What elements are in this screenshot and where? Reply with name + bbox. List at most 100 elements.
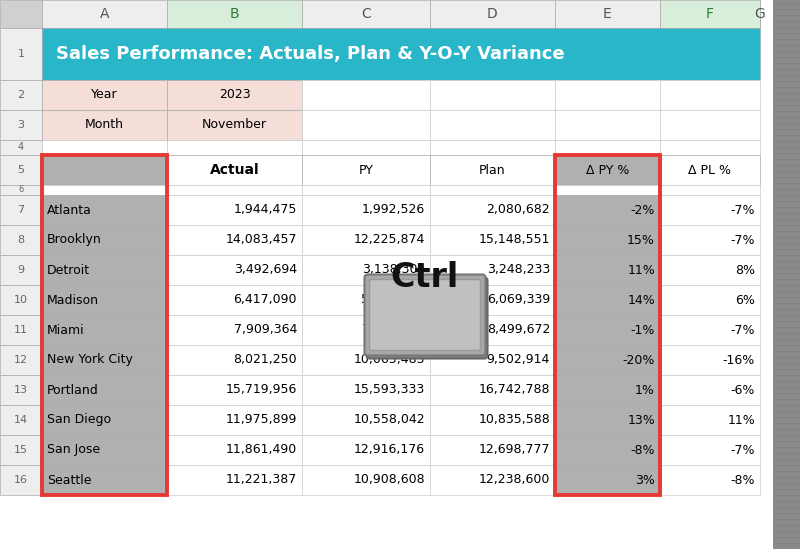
Text: 15%: 15% bbox=[627, 233, 655, 247]
Text: 6: 6 bbox=[18, 186, 24, 194]
Bar bbox=[0, 285, 42, 315]
Bar bbox=[0, 345, 42, 375]
Bar bbox=[660, 315, 760, 345]
Text: Month: Month bbox=[85, 119, 124, 132]
Text: 14: 14 bbox=[14, 415, 28, 425]
Text: 15: 15 bbox=[14, 445, 28, 455]
Bar bbox=[42, 110, 167, 140]
Bar bbox=[42, 405, 167, 435]
Bar bbox=[0, 435, 42, 465]
Text: 16,742,788: 16,742,788 bbox=[478, 384, 550, 396]
Text: 12: 12 bbox=[14, 355, 28, 365]
Bar bbox=[430, 185, 555, 195]
Bar bbox=[660, 225, 760, 255]
Bar bbox=[430, 110, 555, 140]
Text: 13: 13 bbox=[14, 385, 28, 395]
Bar bbox=[302, 345, 430, 375]
Bar bbox=[302, 0, 430, 28]
Bar bbox=[42, 255, 167, 285]
Bar bbox=[0, 315, 42, 345]
Bar bbox=[555, 155, 660, 185]
Text: New York City: New York City bbox=[47, 354, 133, 367]
Bar bbox=[302, 465, 430, 495]
Bar bbox=[555, 80, 660, 110]
Text: -1%: -1% bbox=[630, 323, 655, 337]
Text: 9,502,914: 9,502,914 bbox=[486, 354, 550, 367]
Bar bbox=[0, 110, 42, 140]
Text: 1,992,526: 1,992,526 bbox=[362, 204, 425, 216]
Bar bbox=[660, 195, 760, 225]
Bar bbox=[555, 140, 660, 155]
Text: -8%: -8% bbox=[730, 473, 755, 486]
Bar bbox=[42, 225, 167, 255]
Text: November: November bbox=[202, 119, 267, 132]
Text: 15,593,333: 15,593,333 bbox=[354, 384, 425, 396]
Bar bbox=[660, 185, 760, 195]
Text: 8%: 8% bbox=[735, 264, 755, 277]
Bar bbox=[42, 195, 167, 225]
Bar bbox=[555, 285, 660, 315]
Bar bbox=[430, 435, 555, 465]
Bar bbox=[167, 315, 302, 345]
Bar bbox=[42, 285, 167, 315]
Text: 9: 9 bbox=[18, 265, 25, 275]
Bar bbox=[42, 155, 167, 495]
Bar bbox=[660, 110, 760, 140]
Bar bbox=[167, 195, 302, 225]
Text: 10,908,608: 10,908,608 bbox=[354, 473, 425, 486]
Bar bbox=[0, 80, 42, 110]
Bar bbox=[555, 375, 660, 405]
Bar bbox=[42, 0, 167, 28]
Text: 3,248,233: 3,248,233 bbox=[486, 264, 550, 277]
Bar bbox=[167, 155, 302, 185]
Text: -8%: -8% bbox=[630, 444, 655, 457]
Bar bbox=[430, 345, 555, 375]
Text: San Jose: San Jose bbox=[47, 444, 100, 457]
Bar bbox=[302, 155, 430, 185]
Text: -7%: -7% bbox=[730, 233, 755, 247]
Bar bbox=[555, 345, 660, 375]
Text: 1%: 1% bbox=[635, 384, 655, 396]
Text: E: E bbox=[603, 7, 612, 21]
Bar bbox=[430, 285, 555, 315]
Bar bbox=[0, 255, 42, 285]
Bar bbox=[302, 140, 430, 155]
Text: -6%: -6% bbox=[730, 384, 755, 396]
Text: 11%: 11% bbox=[627, 264, 655, 277]
Bar bbox=[660, 255, 760, 285]
Text: 14%: 14% bbox=[627, 294, 655, 306]
Bar bbox=[42, 345, 167, 375]
Text: Detroit: Detroit bbox=[47, 264, 90, 277]
Text: Δ PL %: Δ PL % bbox=[689, 164, 731, 176]
Bar bbox=[0, 405, 42, 435]
Bar bbox=[555, 255, 660, 285]
Bar bbox=[430, 465, 555, 495]
Bar bbox=[0, 225, 42, 255]
Text: San Diego: San Diego bbox=[47, 413, 111, 427]
Text: 8,021,250: 8,021,250 bbox=[234, 354, 297, 367]
Bar bbox=[167, 0, 302, 28]
Bar bbox=[167, 465, 302, 495]
FancyBboxPatch shape bbox=[370, 279, 481, 350]
Bar bbox=[555, 0, 660, 28]
Bar bbox=[430, 140, 555, 155]
Bar bbox=[660, 405, 760, 435]
Text: 3%: 3% bbox=[635, 473, 655, 486]
Bar bbox=[555, 435, 660, 465]
Bar bbox=[0, 465, 42, 495]
Bar bbox=[167, 140, 302, 155]
Text: Seattle: Seattle bbox=[47, 473, 91, 486]
Text: 14,083,457: 14,083,457 bbox=[226, 233, 297, 247]
Text: 12,916,176: 12,916,176 bbox=[354, 444, 425, 457]
Bar bbox=[430, 375, 555, 405]
Bar bbox=[302, 110, 430, 140]
Bar bbox=[660, 465, 760, 495]
Bar bbox=[660, 375, 760, 405]
Bar bbox=[42, 315, 167, 345]
Text: 5,617,635: 5,617,635 bbox=[362, 294, 425, 306]
Bar bbox=[0, 375, 42, 405]
Text: 8,499,672: 8,499,672 bbox=[486, 323, 550, 337]
Text: 15,148,551: 15,148,551 bbox=[478, 233, 550, 247]
Text: 11%: 11% bbox=[727, 413, 755, 427]
Text: 11,221,387: 11,221,387 bbox=[226, 473, 297, 486]
